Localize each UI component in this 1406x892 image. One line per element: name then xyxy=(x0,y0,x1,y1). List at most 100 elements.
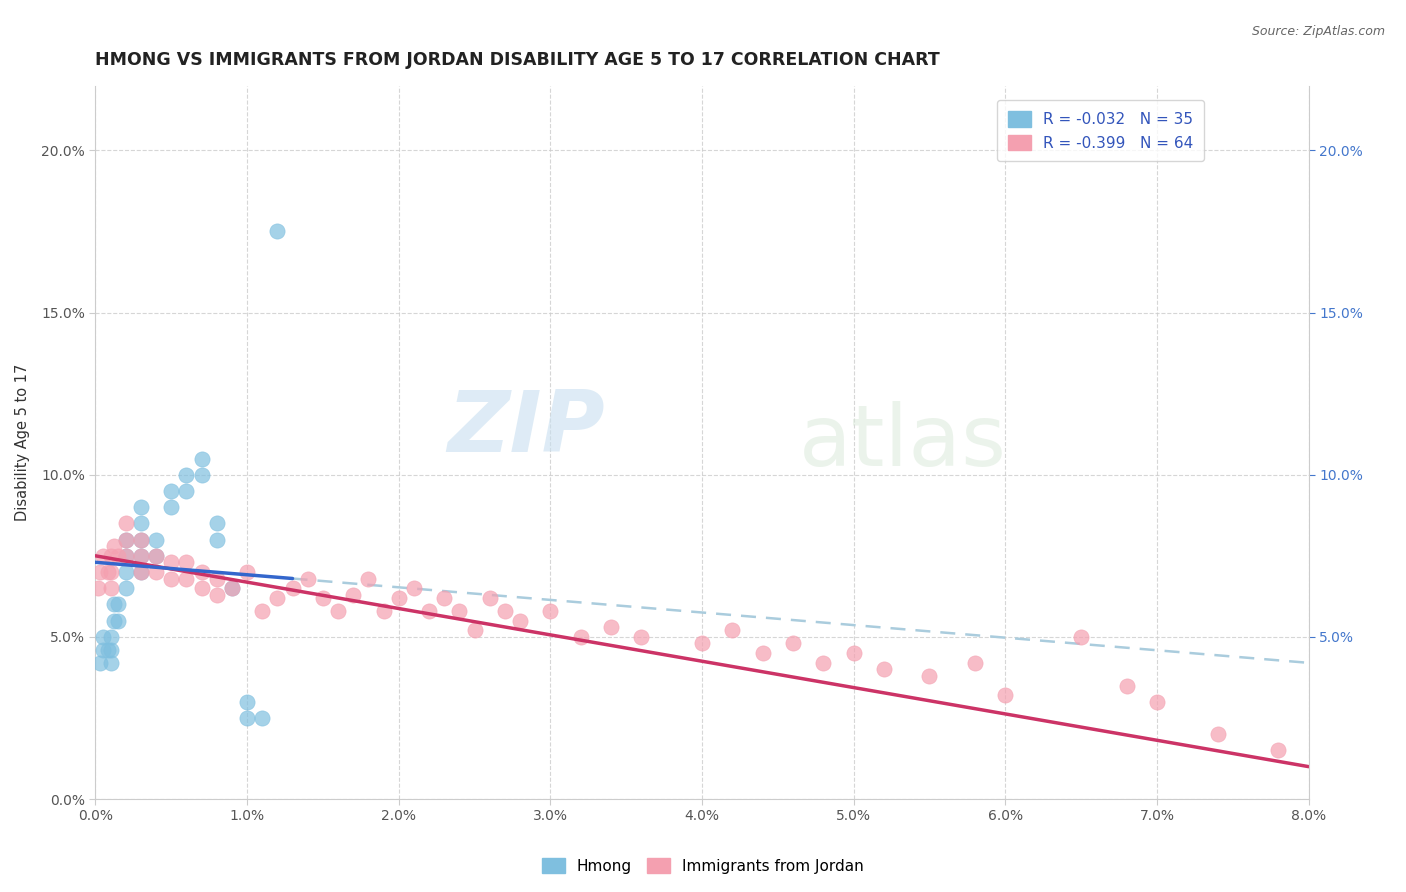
Point xyxy=(600,620,623,634)
Point xyxy=(873,662,896,676)
Point xyxy=(690,636,713,650)
Point xyxy=(103,539,125,553)
Point xyxy=(357,572,380,586)
Point xyxy=(509,614,531,628)
Point xyxy=(129,533,152,547)
Text: ZIP: ZIP xyxy=(447,386,605,469)
Point xyxy=(1267,743,1289,757)
Legend: R = -0.032   N = 35, R = -0.399   N = 64: R = -0.032 N = 35, R = -0.399 N = 64 xyxy=(997,100,1204,161)
Point xyxy=(129,533,152,547)
Point xyxy=(433,591,456,605)
Text: HMONG VS IMMIGRANTS FROM JORDAN DISABILITY AGE 5 TO 17 CORRELATION CHART: HMONG VS IMMIGRANTS FROM JORDAN DISABILI… xyxy=(96,51,941,69)
Point xyxy=(190,581,212,595)
Point xyxy=(114,581,136,595)
Point xyxy=(160,483,183,498)
Point xyxy=(994,688,1017,702)
Point xyxy=(114,516,136,531)
Point xyxy=(145,533,167,547)
Point xyxy=(326,604,349,618)
Point xyxy=(114,533,136,547)
Point xyxy=(342,588,364,602)
Point xyxy=(100,643,122,657)
Point xyxy=(91,630,114,644)
Point xyxy=(107,598,129,612)
Point xyxy=(418,604,440,618)
Point xyxy=(297,572,319,586)
Point xyxy=(221,581,243,595)
Point xyxy=(89,656,111,670)
Point xyxy=(129,549,152,563)
Point xyxy=(449,604,471,618)
Point xyxy=(205,516,228,531)
Point xyxy=(842,646,865,660)
Point xyxy=(129,565,152,579)
Point xyxy=(160,500,183,515)
Point xyxy=(100,656,122,670)
Text: atlas: atlas xyxy=(799,401,1007,483)
Point xyxy=(107,614,129,628)
Point xyxy=(205,533,228,547)
Point xyxy=(190,451,212,466)
Point xyxy=(160,572,183,586)
Point xyxy=(538,604,561,618)
Point xyxy=(813,656,835,670)
Point xyxy=(1070,630,1092,644)
Point xyxy=(176,555,198,569)
Point xyxy=(129,549,152,563)
Point xyxy=(114,565,136,579)
Point xyxy=(312,591,335,605)
Point xyxy=(721,624,744,638)
Point xyxy=(145,549,167,563)
Point xyxy=(100,630,122,644)
Point xyxy=(250,604,273,618)
Point xyxy=(129,500,152,515)
Point xyxy=(281,581,304,595)
Point xyxy=(205,572,228,586)
Point xyxy=(89,565,111,579)
Point xyxy=(963,656,986,670)
Point xyxy=(100,549,122,563)
Point xyxy=(918,669,941,683)
Point xyxy=(236,711,259,725)
Point xyxy=(236,695,259,709)
Point xyxy=(103,598,125,612)
Point xyxy=(87,581,110,595)
Point xyxy=(221,581,243,595)
Point xyxy=(1146,695,1168,709)
Point xyxy=(160,555,183,569)
Point xyxy=(145,549,167,563)
Point xyxy=(91,643,114,657)
Point xyxy=(1115,679,1137,693)
Point xyxy=(266,591,288,605)
Point xyxy=(205,588,228,602)
Point xyxy=(463,624,485,638)
Point xyxy=(236,565,259,579)
Point xyxy=(751,646,773,660)
Point xyxy=(494,604,516,618)
Y-axis label: Disability Age 5 to 17: Disability Age 5 to 17 xyxy=(15,364,30,521)
Point xyxy=(96,643,118,657)
Point xyxy=(402,581,425,595)
Point xyxy=(100,565,122,579)
Legend: Hmong, Immigrants from Jordan: Hmong, Immigrants from Jordan xyxy=(536,852,870,880)
Point xyxy=(373,604,395,618)
Point xyxy=(250,711,273,725)
Point xyxy=(1206,727,1229,741)
Point xyxy=(190,467,212,482)
Point xyxy=(145,565,167,579)
Point xyxy=(96,565,118,579)
Text: Source: ZipAtlas.com: Source: ZipAtlas.com xyxy=(1251,25,1385,38)
Point xyxy=(190,565,212,579)
Point xyxy=(114,549,136,563)
Point xyxy=(176,467,198,482)
Point xyxy=(114,533,136,547)
Point xyxy=(107,549,129,563)
Point xyxy=(266,224,288,238)
Point xyxy=(630,630,652,644)
Point xyxy=(114,549,136,563)
Point xyxy=(388,591,411,605)
Point xyxy=(91,549,114,563)
Point xyxy=(103,614,125,628)
Point xyxy=(478,591,501,605)
Point xyxy=(129,516,152,531)
